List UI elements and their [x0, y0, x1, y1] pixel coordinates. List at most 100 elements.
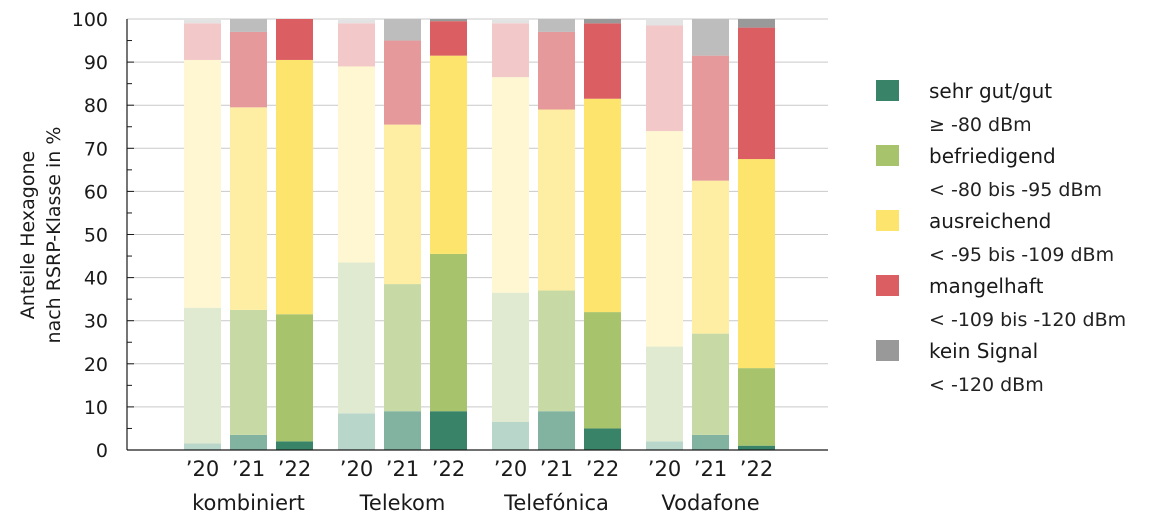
bar-segment [692, 19, 729, 56]
bar-segment [538, 290, 575, 412]
x-tick-label: ’22 [740, 457, 773, 481]
bar-segment [538, 109, 575, 291]
group-label: Telekom [359, 491, 446, 515]
bar-segment [538, 31, 575, 110]
bar-segment [538, 19, 575, 32]
y-tick-label: 50 [84, 225, 108, 247]
bar-segment [384, 284, 421, 412]
bar-segment [738, 368, 775, 446]
bar-segment [492, 77, 529, 293]
legend: sehr gut/gut ≥ -80 dBm befriedigend < -80 b… [876, 78, 1160, 403]
bar-segment [738, 159, 775, 369]
y-tick-label: 60 [84, 181, 108, 203]
x-tick-label: ’22 [432, 457, 465, 481]
legend-label: befriedigend [929, 144, 1056, 168]
bar-segment [230, 19, 267, 32]
bar-segment [230, 107, 267, 310]
legend-label: ausreichend [929, 209, 1052, 233]
bar-segment [230, 31, 267, 108]
bar-segment [184, 59, 221, 308]
bar-segment [646, 131, 683, 347]
bar-segment [492, 421, 529, 450]
group-label: Telefónica [503, 491, 609, 515]
legend-item: sehr gut/gut ≥ -80 dBm [876, 78, 1160, 143]
y-tick-label: 10 [84, 397, 108, 419]
bar-segment [230, 434, 267, 450]
bar-segment [384, 411, 421, 450]
bar-segment [276, 314, 313, 442]
bar-segment [430, 253, 467, 412]
y-tick-label: 80 [84, 95, 108, 117]
y-tick-label: 0 [96, 440, 108, 462]
legend-item: ausreichend < -95 bis -109 dBm [876, 208, 1160, 273]
bar-segment [430, 411, 467, 450]
bar-segment [584, 98, 621, 313]
axes: 0 10 20 30 40 50 60 70 80 90 100 ’20 ’21 ’22 kombinier… [72, 9, 828, 515]
bar-segment [384, 19, 421, 41]
legend-item: mangelhaft < -109 bis -120 dBm [876, 273, 1160, 338]
bar-segment [646, 441, 683, 450]
legend-range: ≥ -80 dBm [929, 114, 1032, 136]
bar-segment [184, 307, 221, 444]
bar-segment [338, 413, 375, 450]
bar-segment [384, 124, 421, 285]
bar-segment [184, 23, 221, 60]
x-tick-label: ’20 [648, 457, 681, 481]
bar-segment [338, 66, 375, 263]
legend-range: < -120 dBm [929, 374, 1044, 396]
bar-segment [430, 55, 467, 254]
legend-swatch [876, 340, 899, 361]
bar-segment [184, 443, 221, 450]
y-axis-label-line-1: Anteile Hexagone [17, 151, 39, 319]
x-tick-label: ’21 [540, 457, 573, 481]
bar-segment [692, 333, 729, 435]
bar-segment [646, 346, 683, 442]
y-tick-label: 100 [72, 9, 108, 31]
x-tick-label: ’21 [386, 457, 419, 481]
bar-segment [338, 23, 375, 67]
y-axis-label-line-2: nach RSRP-Klasse in % [43, 127, 65, 344]
bar-segment [276, 59, 313, 315]
y-tick-label: 70 [84, 138, 108, 160]
x-tick-label: ’22 [278, 457, 311, 481]
bar-segment [230, 309, 267, 435]
y-tick-label: 30 [84, 311, 108, 333]
legend-label: kein Signal [929, 339, 1039, 363]
bar-segment [430, 19, 467, 22]
legend-swatch [876, 80, 899, 101]
bar-segment [692, 434, 729, 450]
bar-segment [338, 19, 375, 24]
x-tick-label: ’20 [340, 457, 373, 481]
bar-segment [492, 292, 529, 422]
x-tick-label: ’21 [694, 457, 727, 481]
legend-item: kein Signal < -120 dBm [876, 338, 1160, 403]
bar-segment [184, 19, 221, 24]
legend-range: < -80 bis -95 dBm [929, 179, 1102, 201]
bar-segment [276, 441, 313, 450]
legend-range: < -95 bis -109 dBm [929, 244, 1115, 266]
y-tick-label: 20 [84, 354, 108, 376]
legend-swatch [876, 145, 899, 166]
x-tick-label: ’20 [186, 457, 219, 481]
bar-segment [692, 180, 729, 334]
group-label: kombiniert [192, 491, 305, 515]
bar-segment [646, 19, 683, 26]
legend-item: befriedigend < -80 bis -95 dBm [876, 143, 1160, 208]
legend-label: mangelhaft [929, 274, 1044, 298]
y-tick-label: 40 [84, 268, 108, 290]
x-tick-label: ’22 [586, 457, 619, 481]
y-tick-label: 90 [84, 52, 108, 74]
bar-segment [738, 445, 775, 450]
bar-segment [738, 27, 775, 160]
bar-segment [584, 428, 621, 450]
bar-segment [276, 19, 313, 60]
bar-segment [584, 312, 621, 429]
bar-segment [584, 23, 621, 99]
group-label: Vodafone [661, 491, 759, 515]
x-tick-label: ’21 [232, 457, 265, 481]
bar-segment [492, 19, 529, 24]
legend-label: sehr gut/gut [929, 79, 1053, 103]
bar-segment [430, 21, 467, 56]
legend-swatch [876, 275, 899, 296]
